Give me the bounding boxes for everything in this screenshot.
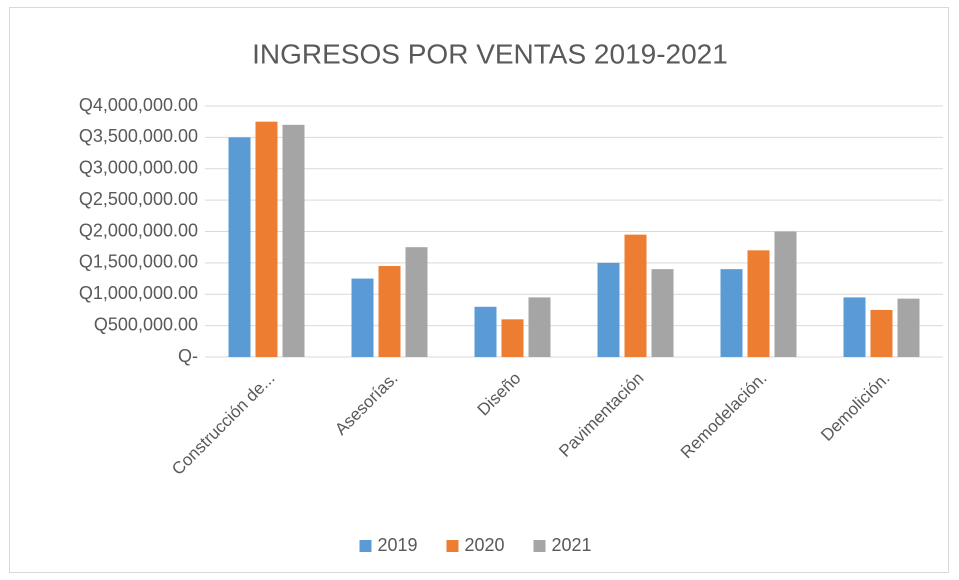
legend-swatch: [359, 540, 372, 552]
y-tick-label: Q2,000,000.00: [79, 220, 198, 240]
legend-label: 2021: [552, 535, 592, 555]
bar: [651, 269, 674, 357]
bar: [228, 137, 251, 357]
bar: [501, 319, 524, 357]
y-tick-label: Q-: [178, 346, 198, 366]
bar: [255, 121, 278, 357]
bar: [282, 124, 305, 357]
bar: [747, 250, 770, 357]
legend-swatch: [533, 540, 546, 552]
bar: [897, 298, 920, 357]
chart-title: INGRESOS POR VENTAS 2019-2021: [252, 38, 728, 69]
bar: [378, 266, 401, 357]
bar: [870, 309, 893, 357]
bar: [774, 231, 797, 357]
bar: [843, 297, 866, 357]
y-tick-label: Q3,500,000.00: [79, 126, 198, 146]
y-tick-label: Q2,500,000.00: [79, 189, 198, 209]
y-tick-label: Q4,000,000.00: [79, 95, 198, 115]
y-tick-label: Q500,000.00: [94, 314, 198, 334]
bar: [597, 262, 620, 357]
bar: [528, 297, 551, 357]
y-tick-label: Q1,500,000.00: [79, 252, 198, 272]
bar: [720, 269, 743, 357]
y-tick-label: Q1,000,000.00: [79, 283, 198, 303]
legend-label: 2019: [378, 535, 418, 555]
legend-swatch: [446, 540, 459, 552]
bar: [405, 247, 428, 357]
y-tick-label: Q3,000,000.00: [79, 158, 198, 178]
bar: [624, 234, 647, 357]
legend-label: 2020: [465, 535, 505, 555]
bar: [351, 278, 374, 357]
bar: [474, 306, 497, 357]
